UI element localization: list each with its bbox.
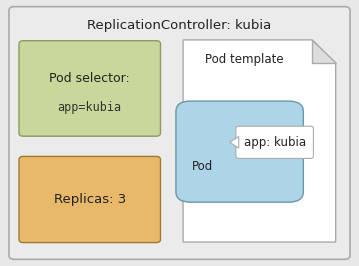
Polygon shape: [230, 136, 239, 148]
FancyBboxPatch shape: [9, 7, 350, 259]
FancyBboxPatch shape: [19, 41, 160, 136]
FancyBboxPatch shape: [176, 101, 303, 202]
Text: Pod: Pod: [192, 160, 214, 173]
Text: app=kubia: app=kubia: [58, 101, 122, 114]
Polygon shape: [312, 40, 336, 63]
Polygon shape: [183, 40, 336, 242]
Text: Pod template: Pod template: [205, 53, 284, 66]
Text: Pod selector:: Pod selector:: [50, 72, 130, 85]
FancyBboxPatch shape: [236, 126, 313, 158]
FancyBboxPatch shape: [19, 156, 160, 243]
Text: ReplicationController: kubia: ReplicationController: kubia: [87, 19, 272, 32]
Text: app: kubia: app: kubia: [243, 136, 306, 149]
Text: Replicas: 3: Replicas: 3: [53, 193, 126, 206]
